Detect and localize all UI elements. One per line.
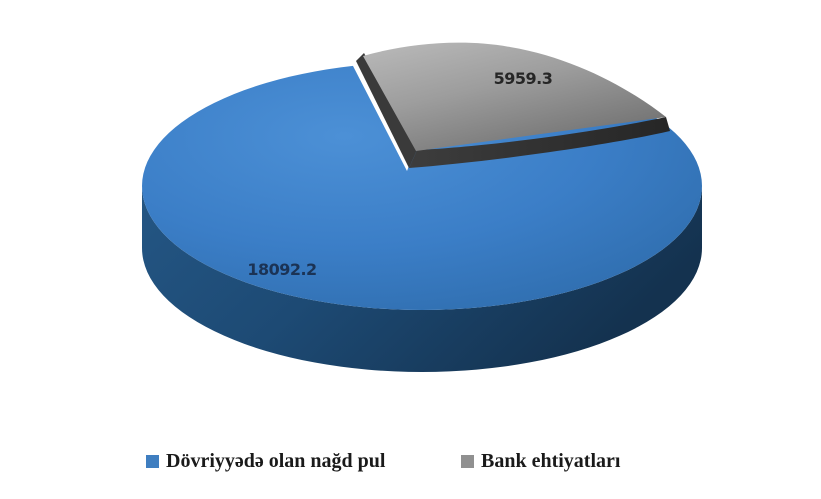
gray-slice-value-label: 5959.3	[494, 69, 553, 88]
gray-slice-side-left	[356, 53, 417, 168]
blue-slice-value-label: 18092.2	[247, 260, 316, 279]
blue-slice-side	[142, 186, 702, 372]
gray-slice-side-bottom	[409, 117, 670, 168]
legend-swatch-gray-icon	[461, 454, 474, 468]
legend: Dövriyyədə olan nağd pul Bank ehtiyatlar…	[0, 448, 821, 478]
legend-label-bank-reserves: Bank ehtiyatları	[481, 450, 621, 472]
gray-slice-top	[363, 42, 666, 151]
legend-item-cash-in-circulation: Dövriyyədə olan nağd pul	[146, 448, 385, 474]
legend-item-bank-reserves: Bank ehtiyatları	[461, 448, 620, 474]
legend-label-cash-in-circulation: Dövriyyədə olan nağd pul	[166, 450, 386, 472]
legend-swatch-blue-icon	[146, 454, 159, 468]
